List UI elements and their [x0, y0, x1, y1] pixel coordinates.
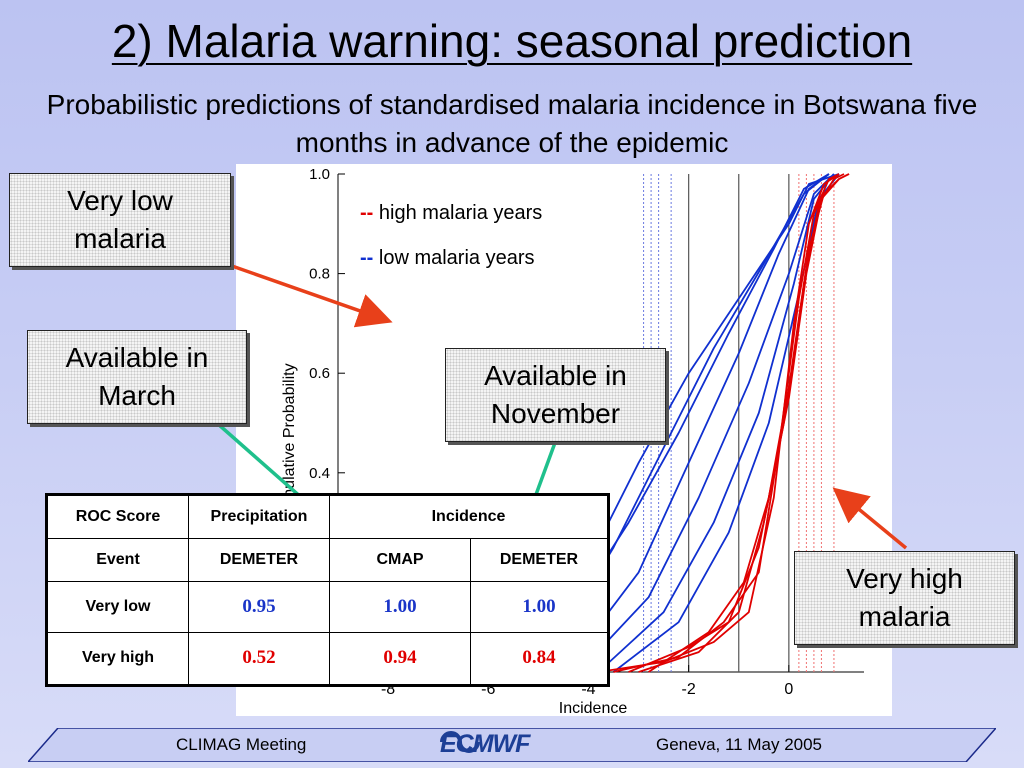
row-label-very-low: Very low	[46, 580, 189, 633]
ecmwf-logo: ECMWF	[440, 730, 530, 758]
table-row: Very high 0.52 0.94 0.84	[46, 631, 609, 687]
y-tick-label-0: 0.4	[309, 465, 330, 482]
score-very-high-1: 0.52	[188, 631, 330, 687]
legend-high: -- high malaria years	[360, 202, 542, 225]
roc-score-table: ROC Score Precipitation Incidence Event …	[45, 493, 610, 687]
event-cmap: CMAP	[329, 538, 471, 582]
series-line-low-4	[577, 173, 835, 673]
callout-very-low: Very low malaria	[9, 173, 231, 267]
event-label: Event	[46, 538, 189, 582]
table-row: ROC Score Precipitation Incidence	[46, 493, 609, 540]
series-line-high-11	[648, 173, 850, 673]
callout-march: Available in March	[27, 330, 247, 424]
legend-low-dash: --	[360, 247, 374, 269]
score-very-low-1: 0.95	[188, 580, 330, 633]
score-very-low-3: 1.00	[470, 580, 609, 633]
x-tick-label-3: -2	[682, 681, 696, 698]
x-axis-label: Incidence	[559, 700, 628, 716]
legend-high-dash: --	[360, 202, 374, 224]
slide-subtitle: Probabilistic predictions of standardise…	[46, 89, 978, 158]
table-row: Event DEMETER CMAP DEMETER	[46, 538, 609, 582]
y-tick-label-3: 1.0	[309, 166, 330, 183]
callout-very-high: Very high malaria	[794, 551, 1015, 645]
series-line-low-5	[597, 173, 835, 673]
table-row: Very low 0.95 1.00 1.00	[46, 580, 609, 633]
y-tick-label-1: 0.6	[309, 365, 330, 382]
header-roc-score: ROC Score	[46, 493, 189, 540]
footer-bar: CLIMAG Meeting ECMWF Geneva, 11 May 2005	[28, 728, 996, 762]
score-very-high-2: 0.94	[329, 631, 471, 687]
score-very-low-2: 1.00	[329, 580, 471, 633]
header-incidence: Incidence	[329, 493, 609, 540]
ecmwf-swirl-icon	[440, 731, 480, 753]
footer-date: Geneva, 11 May 2005	[656, 735, 823, 754]
event-demeter-precip: DEMETER	[188, 538, 330, 582]
event-demeter-incidence: DEMETER	[470, 538, 609, 582]
legend-low: -- low malaria years	[360, 247, 535, 270]
header-precipitation: Precipitation	[188, 493, 330, 540]
series-line-low-3	[562, 173, 830, 673]
row-label-very-high: Very high	[46, 631, 189, 687]
footer-meeting: CLIMAG Meeting	[176, 735, 307, 754]
y-tick-label-2: 0.8	[309, 266, 330, 283]
callout-november: Available in November	[445, 348, 666, 442]
legend-low-label: low malaria years	[378, 247, 535, 269]
score-very-high-3: 0.84	[470, 631, 609, 687]
x-tick-label-4: 0	[784, 681, 793, 698]
series-line-low-2	[547, 173, 830, 648]
slide-title: 2) Malaria warning: seasonal prediction	[111, 15, 913, 67]
legend-high-label: high malaria years	[378, 202, 543, 224]
footer-shape	[28, 728, 996, 762]
